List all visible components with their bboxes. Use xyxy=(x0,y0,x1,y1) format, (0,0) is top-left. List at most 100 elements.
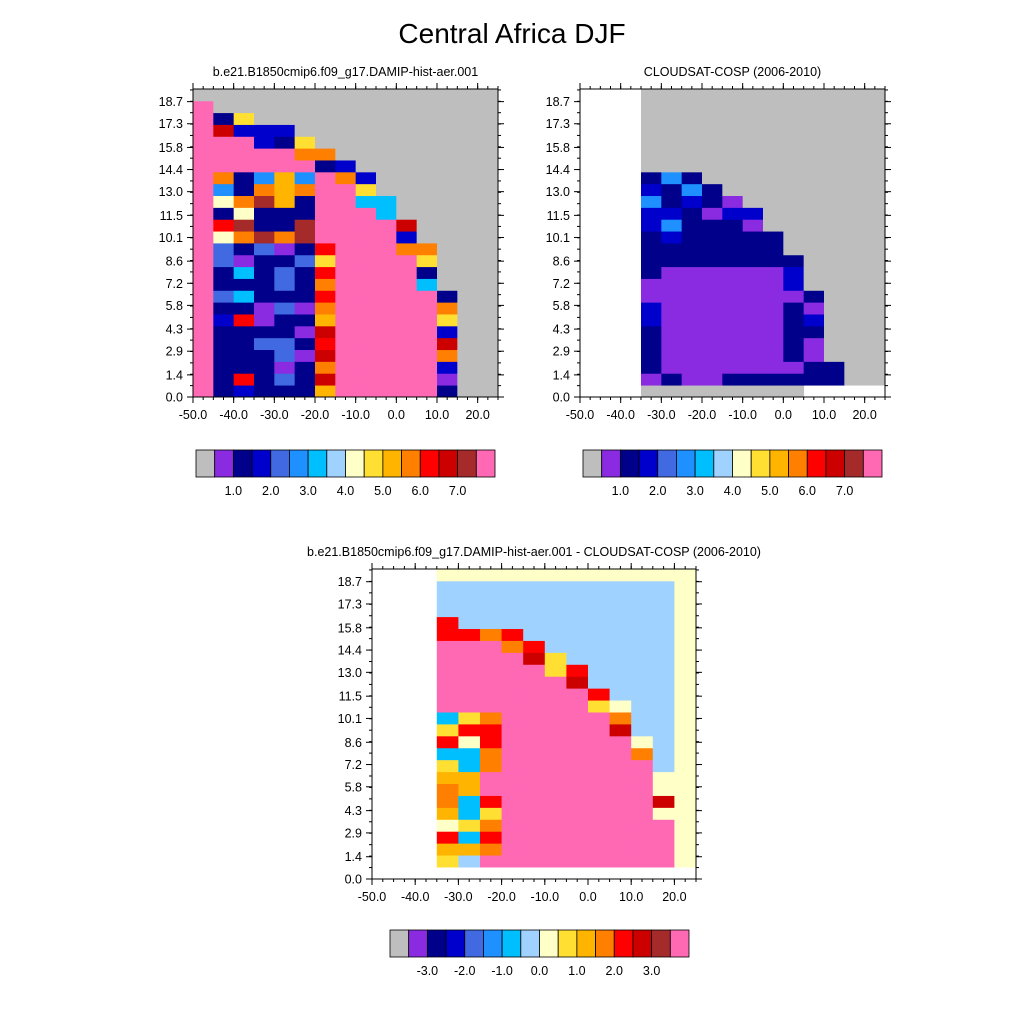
heatmap-cell xyxy=(294,314,316,327)
heatmap-cell xyxy=(477,266,499,279)
heatmap-cell xyxy=(193,373,214,386)
heatmap-cell xyxy=(722,124,744,137)
heatmap-cell xyxy=(763,112,784,125)
heatmap-cell xyxy=(193,124,214,137)
heatmap-cell xyxy=(523,831,546,844)
colorbar-label: 7.0 xyxy=(449,484,466,498)
heatmap-cell xyxy=(544,592,567,606)
x-tick-label: -40.0 xyxy=(606,408,635,422)
heatmap-cell xyxy=(641,349,662,362)
heatmap-cell xyxy=(233,231,255,244)
heatmap-cell xyxy=(315,349,336,362)
heatmap-cell xyxy=(396,89,418,102)
heatmap-cell xyxy=(674,688,697,701)
heatmap-cell xyxy=(436,652,459,665)
y-tick-label: 14.4 xyxy=(338,644,362,658)
heatmap-cell xyxy=(641,195,662,208)
heatmap-cell xyxy=(477,302,499,315)
heatmap-cell xyxy=(416,207,438,220)
heatmap-cell xyxy=(844,243,866,256)
heatmap-cell xyxy=(355,278,377,291)
heatmap-cell xyxy=(544,831,567,844)
heatmap-cell xyxy=(376,337,397,351)
x-tick-label: -20.0 xyxy=(487,890,516,904)
heatmap-cell xyxy=(742,89,764,102)
heatmap-cell xyxy=(193,231,214,244)
x-tick-label: -10.0 xyxy=(531,890,560,904)
heatmap-cell xyxy=(458,771,481,785)
heatmap-cell xyxy=(803,231,825,244)
heatmap-cell xyxy=(315,89,336,102)
heatmap-cell xyxy=(844,219,866,232)
heatmap-cell xyxy=(763,266,784,279)
heatmap-cell xyxy=(480,616,502,630)
heatmap-cell xyxy=(544,807,567,820)
heatmap-cell xyxy=(641,207,662,220)
heatmap-cell xyxy=(544,819,567,832)
heatmap-cell xyxy=(416,219,438,232)
heatmap-cell xyxy=(681,160,703,173)
heatmap-cell xyxy=(355,148,377,161)
heatmap-cell xyxy=(254,325,275,339)
heatmap-cell xyxy=(544,652,567,665)
heatmap-cell xyxy=(864,207,886,220)
heatmap-cell xyxy=(458,592,481,606)
panel-title: b.e21.B1850cmip6.f09_g17.DAMIP-hist-aer.… xyxy=(213,65,478,79)
heatmap-cell xyxy=(652,592,675,606)
heatmap-cell xyxy=(355,361,377,374)
heatmap-cell xyxy=(609,783,632,796)
heatmap-cell xyxy=(722,266,744,279)
heatmap-cell xyxy=(523,628,546,641)
heatmap-cell xyxy=(457,148,479,161)
heatmap-cell xyxy=(652,652,675,665)
heatmap-cell xyxy=(566,652,589,665)
x-tick-label: -20.0 xyxy=(688,408,717,422)
heatmap-cell xyxy=(702,195,723,208)
heatmap-cell xyxy=(652,712,675,725)
heatmap-cell xyxy=(681,361,703,374)
heatmap-cell xyxy=(315,195,336,208)
heatmap-cell xyxy=(457,112,479,125)
heatmap-cell xyxy=(213,325,235,339)
heatmap-cell xyxy=(641,314,662,327)
heatmap-cell xyxy=(652,700,675,713)
heatmap-cell xyxy=(609,735,632,749)
heatmap-cell xyxy=(661,266,683,279)
heatmap-cell xyxy=(544,735,567,749)
y-tick-label: 4.3 xyxy=(345,804,362,818)
heatmap-cell xyxy=(254,302,275,315)
heatmap-cell xyxy=(641,183,662,197)
heatmap-cell xyxy=(254,243,275,256)
heatmap-cell xyxy=(193,385,214,398)
heatmap-cell xyxy=(824,183,845,197)
heatmap-cell xyxy=(864,349,886,362)
heatmap-cell xyxy=(742,148,764,161)
heatmap-cell xyxy=(803,254,825,268)
heatmap-cell xyxy=(609,747,632,761)
heatmap-cell xyxy=(376,325,397,339)
heatmap-cell xyxy=(254,373,275,386)
heatmap-cell xyxy=(566,855,589,868)
heatmap-cell xyxy=(437,171,458,185)
heatmap-cell xyxy=(477,231,499,244)
heatmap-cell xyxy=(274,231,296,244)
heatmap-cell xyxy=(501,819,524,832)
heatmap-cell xyxy=(376,100,397,114)
y-tick-label: 5.8 xyxy=(553,299,570,313)
heatmap-cell xyxy=(416,243,438,256)
heatmap-cell xyxy=(566,819,589,832)
heatmap-cell xyxy=(193,89,214,102)
heatmap-cell xyxy=(294,231,316,244)
heatmap-cell xyxy=(396,385,418,398)
heatmap-cell xyxy=(436,580,459,594)
heatmap-cell xyxy=(376,148,397,161)
heatmap-cell xyxy=(254,231,275,244)
heatmap-cell xyxy=(523,664,546,677)
heatmap-cell xyxy=(674,855,697,868)
y-tick-label: 0.0 xyxy=(345,873,362,887)
heatmap-cell xyxy=(294,100,316,114)
heatmap-cell xyxy=(803,112,825,125)
heatmap-cell xyxy=(864,231,886,244)
heatmap-cell xyxy=(254,385,275,398)
heatmap-cell xyxy=(458,843,481,856)
